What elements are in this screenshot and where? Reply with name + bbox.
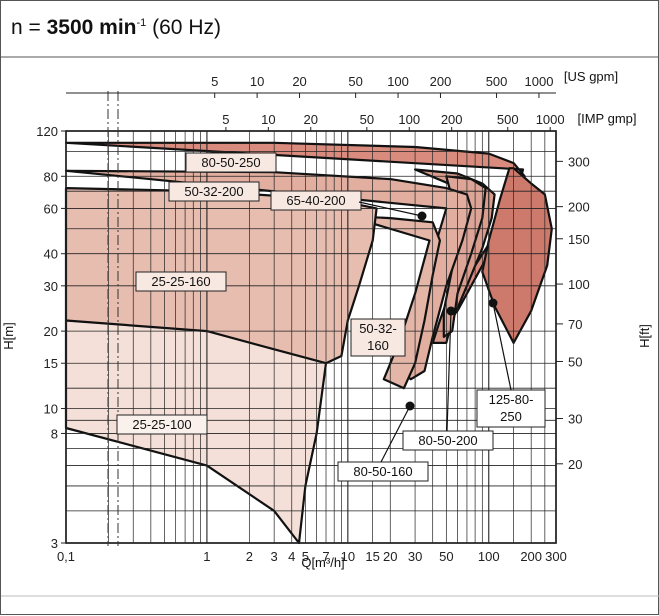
top-us-tick-label: 100 bbox=[387, 74, 409, 89]
top-us-tick-label: 5 bbox=[211, 74, 218, 89]
top-us-tick-label: 1000 bbox=[525, 74, 554, 89]
marker-dot-80-50-200 bbox=[446, 306, 456, 316]
label-25-25-100: 25-25-100 bbox=[116, 414, 208, 435]
y-left-tick-label: 60 bbox=[44, 201, 58, 216]
marker-dot-65-40-200 bbox=[417, 211, 427, 221]
top-imp-tick-label: 1000 bbox=[536, 112, 565, 127]
y-right-tick-label: 300 bbox=[568, 154, 590, 169]
y-right-tick-label: 50 bbox=[568, 354, 582, 369]
label-80-50-250: 80-50-250 bbox=[185, 152, 277, 173]
y-left-tick-label: 40 bbox=[44, 247, 58, 262]
top-us-axis-title: [US gpm] bbox=[564, 69, 618, 84]
top-us-tick-label: 50 bbox=[348, 74, 362, 89]
x-tick-label: 7 bbox=[322, 549, 329, 564]
y-left-tick-label: 10 bbox=[44, 402, 58, 417]
label-80-50-160: 80-50-160 bbox=[337, 461, 429, 482]
svg-text:50-32-200: 50-32-200 bbox=[184, 184, 243, 199]
svg-text:25-25-100: 25-25-100 bbox=[132, 417, 191, 432]
x-tick-label: 10 bbox=[341, 549, 355, 564]
x-tick-label: 300 bbox=[545, 549, 567, 564]
y-left-tick-label: 15 bbox=[44, 356, 58, 371]
y-right-tick-label: 20 bbox=[568, 457, 582, 472]
x-tick-label: 50 bbox=[439, 549, 453, 564]
top-us-tick-label: 200 bbox=[430, 74, 452, 89]
top-imp-tick-labels: 5 10 20 50 100 200 500 1000 bbox=[222, 112, 565, 131]
svg-text:160: 160 bbox=[367, 338, 389, 353]
marker-dot-125-80-250 bbox=[488, 298, 498, 308]
y-left-tick-label: 8 bbox=[51, 426, 58, 441]
x-tick-label: 1 bbox=[203, 549, 210, 564]
y-left-tick-label: 20 bbox=[44, 324, 58, 339]
svg-text:50-32-: 50-32- bbox=[359, 321, 397, 336]
x-tick-label: 15 bbox=[365, 549, 379, 564]
x-tick-label: 5 bbox=[302, 549, 309, 564]
x-tick-label: 30 bbox=[408, 549, 422, 564]
x-tick-label: 20 bbox=[383, 549, 397, 564]
y-left-tick-label: 80 bbox=[44, 169, 58, 184]
y-right-tick-labels: 20 30 50 70 100 150 200 300 bbox=[556, 154, 590, 472]
y-right-tick-label: 30 bbox=[568, 412, 582, 427]
y-left-tick-label: 30 bbox=[44, 279, 58, 294]
y-right-axis-title: H[ft] bbox=[637, 324, 652, 348]
svg-text:25-25-160: 25-25-160 bbox=[151, 274, 210, 289]
x-tick-labels: 0,1 1 2 3 4 5 7 10 15 20 30 50 100 200 300 bbox=[57, 549, 567, 564]
chart-title: n = 3500 min-1 (60 Hz) bbox=[11, 16, 221, 39]
top-us-tick-label: 500 bbox=[486, 74, 508, 89]
top-us-tick-labels: 5 10 20 50 100 200 500 1000 bbox=[66, 74, 556, 98]
x-tick-label: 2 bbox=[246, 549, 253, 564]
label-125-80-250: 125-80- 250 bbox=[476, 389, 546, 428]
x-tick-label: 100 bbox=[478, 549, 500, 564]
top-imp-tick-label: 10 bbox=[261, 112, 275, 127]
x-axis-title: Q[m³/h] bbox=[301, 555, 344, 570]
label-65-40-200: 65-40-200 bbox=[270, 190, 362, 211]
top-imp-tick-label: 500 bbox=[497, 112, 519, 127]
y-right-tick-label: 70 bbox=[568, 317, 582, 332]
x-tick-label: 3 bbox=[271, 549, 278, 564]
label-50-32-160: 50-32- 160 bbox=[350, 318, 406, 357]
x-tick-label: 0,1 bbox=[57, 549, 75, 564]
y-right-tick-label: 200 bbox=[568, 200, 590, 215]
top-imp-tick-label: 200 bbox=[441, 112, 463, 127]
marker-dot-80-50-160 bbox=[405, 401, 415, 411]
top-us-tick-label: 10 bbox=[250, 74, 264, 89]
label-80-50-200: 80-50-200 bbox=[402, 430, 494, 451]
y-left-tick-labels: 3 8 10 15 20 30 40 60 80 120 bbox=[36, 124, 66, 551]
x-tick-label: 200 bbox=[520, 549, 542, 564]
top-imp-tick-label: 50 bbox=[360, 112, 374, 127]
y-right-tick-label: 100 bbox=[568, 277, 590, 292]
svg-text:250: 250 bbox=[500, 409, 522, 424]
label-25-25-160: 25-25-160 bbox=[135, 271, 227, 292]
svg-text:80-50-160: 80-50-160 bbox=[353, 464, 412, 479]
y-right-tick-label: 150 bbox=[568, 232, 590, 247]
label-50-32-200: 50-32-200 bbox=[168, 181, 260, 202]
top-imp-tick-label: 20 bbox=[304, 112, 318, 127]
y-left-axis-title: H[m] bbox=[1, 322, 16, 349]
svg-text:125-80-: 125-80- bbox=[489, 392, 534, 407]
x-tick-label: 4 bbox=[288, 549, 295, 564]
svg-text:80-50-250: 80-50-250 bbox=[201, 155, 260, 170]
top-imp-axis-title: [IMP gmp] bbox=[577, 111, 636, 126]
top-us-tick-label: 20 bbox=[292, 74, 306, 89]
leader-lines bbox=[358, 201, 512, 463]
y-left-tick-label: 120 bbox=[36, 124, 58, 139]
top-imp-tick-label: 5 bbox=[222, 112, 229, 127]
y-left-tick-label: 3 bbox=[51, 536, 58, 551]
top-imp-tick-label: 100 bbox=[398, 112, 420, 127]
svg-text:65-40-200: 65-40-200 bbox=[286, 193, 345, 208]
svg-text:80-50-200: 80-50-200 bbox=[418, 433, 477, 448]
